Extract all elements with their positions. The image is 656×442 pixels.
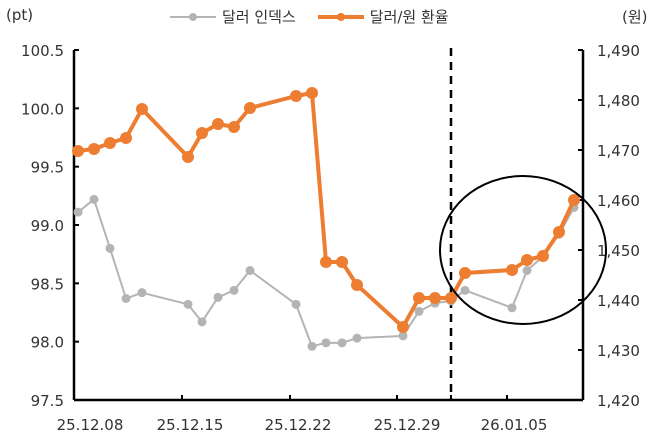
data-point-marker bbox=[507, 303, 517, 313]
data-point-marker bbox=[307, 341, 317, 351]
data-point-marker bbox=[553, 226, 565, 238]
data-point-marker bbox=[183, 299, 193, 309]
data-point-marker bbox=[429, 292, 441, 304]
svg-text:1,480: 1,480 bbox=[597, 92, 640, 110]
left-axis-unit: (pt) bbox=[6, 6, 34, 24]
data-point-marker bbox=[321, 338, 331, 348]
data-point-marker bbox=[197, 317, 207, 327]
data-point-marker bbox=[212, 118, 224, 130]
data-point-marker bbox=[398, 331, 408, 341]
svg-text:25.12.29: 25.12.29 bbox=[374, 416, 441, 434]
svg-text:1,490: 1,490 bbox=[597, 42, 640, 60]
chart-axes bbox=[72, 49, 585, 402]
legend-line-marker-icon bbox=[170, 10, 216, 24]
data-point-marker bbox=[459, 267, 471, 279]
legend-item-usdkrw[interactable]: 달러/원 환율 bbox=[317, 6, 449, 27]
data-point-marker bbox=[136, 103, 148, 115]
data-point-marker bbox=[72, 145, 84, 157]
data-point-marker bbox=[414, 306, 424, 316]
data-point-marker bbox=[320, 256, 332, 268]
data-point-marker bbox=[89, 194, 99, 204]
svg-text:100.5: 100.5 bbox=[21, 42, 64, 60]
data-point-marker bbox=[568, 194, 580, 206]
svg-text:99.0: 99.0 bbox=[31, 217, 64, 235]
legend-label: 달러/원 환율 bbox=[369, 8, 449, 26]
data-point-marker bbox=[213, 292, 223, 302]
right-y-axis-labels: 1,490 1,480 1,470 1,460 1,450 1,440 1,430 1,420 bbox=[597, 42, 640, 410]
series-usdkrw bbox=[72, 87, 580, 333]
data-point-marker bbox=[105, 243, 115, 253]
left-y-axis-labels: 100.5 100.0 99.5 99.0 98.5 98.0 97.5 bbox=[21, 42, 64, 410]
data-point-marker bbox=[351, 279, 363, 291]
data-point-marker bbox=[537, 250, 549, 262]
data-point-marker bbox=[521, 254, 533, 266]
data-point-marker bbox=[445, 292, 457, 304]
svg-text:1,440: 1,440 bbox=[597, 292, 640, 310]
data-point-marker bbox=[337, 338, 347, 348]
data-point-marker bbox=[229, 285, 239, 295]
data-point-marker bbox=[460, 285, 470, 295]
data-point-marker bbox=[397, 321, 409, 333]
svg-text:99.5: 99.5 bbox=[31, 159, 64, 177]
data-point-marker bbox=[196, 127, 208, 139]
series-dollar-index bbox=[73, 194, 579, 351]
data-point-marker bbox=[522, 266, 532, 275]
x-axis-labels: 25.12.08 25.12.15 25.12.22 25.12.29 26.01.05 bbox=[57, 416, 548, 434]
data-point-marker bbox=[73, 207, 83, 217]
data-point-marker bbox=[244, 102, 256, 114]
data-point-marker bbox=[291, 299, 301, 309]
data-point-marker bbox=[352, 333, 362, 343]
svg-text:100.0: 100.0 bbox=[21, 100, 64, 118]
svg-text:25.12.15: 25.12.15 bbox=[157, 416, 224, 434]
data-point-marker bbox=[121, 294, 131, 303]
data-point-marker bbox=[245, 266, 255, 275]
legend-label: 달러 인덱스 bbox=[222, 8, 296, 26]
data-point-marker bbox=[506, 264, 518, 276]
chart-legend: 달러 인덱스 달러/원 환율 bbox=[170, 6, 471, 27]
svg-text:1,450: 1,450 bbox=[597, 242, 640, 260]
svg-text:98.0: 98.0 bbox=[31, 334, 64, 352]
data-point-marker bbox=[182, 151, 194, 163]
data-point-marker bbox=[120, 132, 132, 144]
legend-item-dollar-index[interactable]: 달러 인덱스 bbox=[170, 6, 296, 27]
data-point-marker bbox=[290, 90, 302, 102]
data-point-marker bbox=[137, 288, 147, 298]
highlight-ellipse bbox=[439, 175, 607, 325]
svg-text:97.5: 97.5 bbox=[31, 392, 64, 410]
legend-line-marker-icon bbox=[317, 10, 364, 24]
svg-text:1,470: 1,470 bbox=[597, 142, 640, 160]
data-point-marker bbox=[336, 256, 348, 268]
data-point-marker bbox=[306, 87, 318, 99]
svg-text:25.12.08: 25.12.08 bbox=[57, 416, 124, 434]
data-point-marker bbox=[104, 137, 116, 149]
svg-text:25.12.22: 25.12.22 bbox=[265, 416, 332, 434]
svg-text:26.01.05: 26.01.05 bbox=[481, 416, 548, 434]
data-point-marker bbox=[88, 143, 100, 155]
svg-text:1,420: 1,420 bbox=[597, 392, 640, 410]
data-point-marker bbox=[228, 121, 240, 133]
right-axis-unit: (원) bbox=[622, 8, 648, 26]
svg-text:98.5: 98.5 bbox=[31, 275, 64, 293]
svg-text:1,460: 1,460 bbox=[597, 192, 640, 210]
data-point-marker bbox=[413, 292, 425, 304]
svg-text:1,430: 1,430 bbox=[597, 342, 640, 360]
